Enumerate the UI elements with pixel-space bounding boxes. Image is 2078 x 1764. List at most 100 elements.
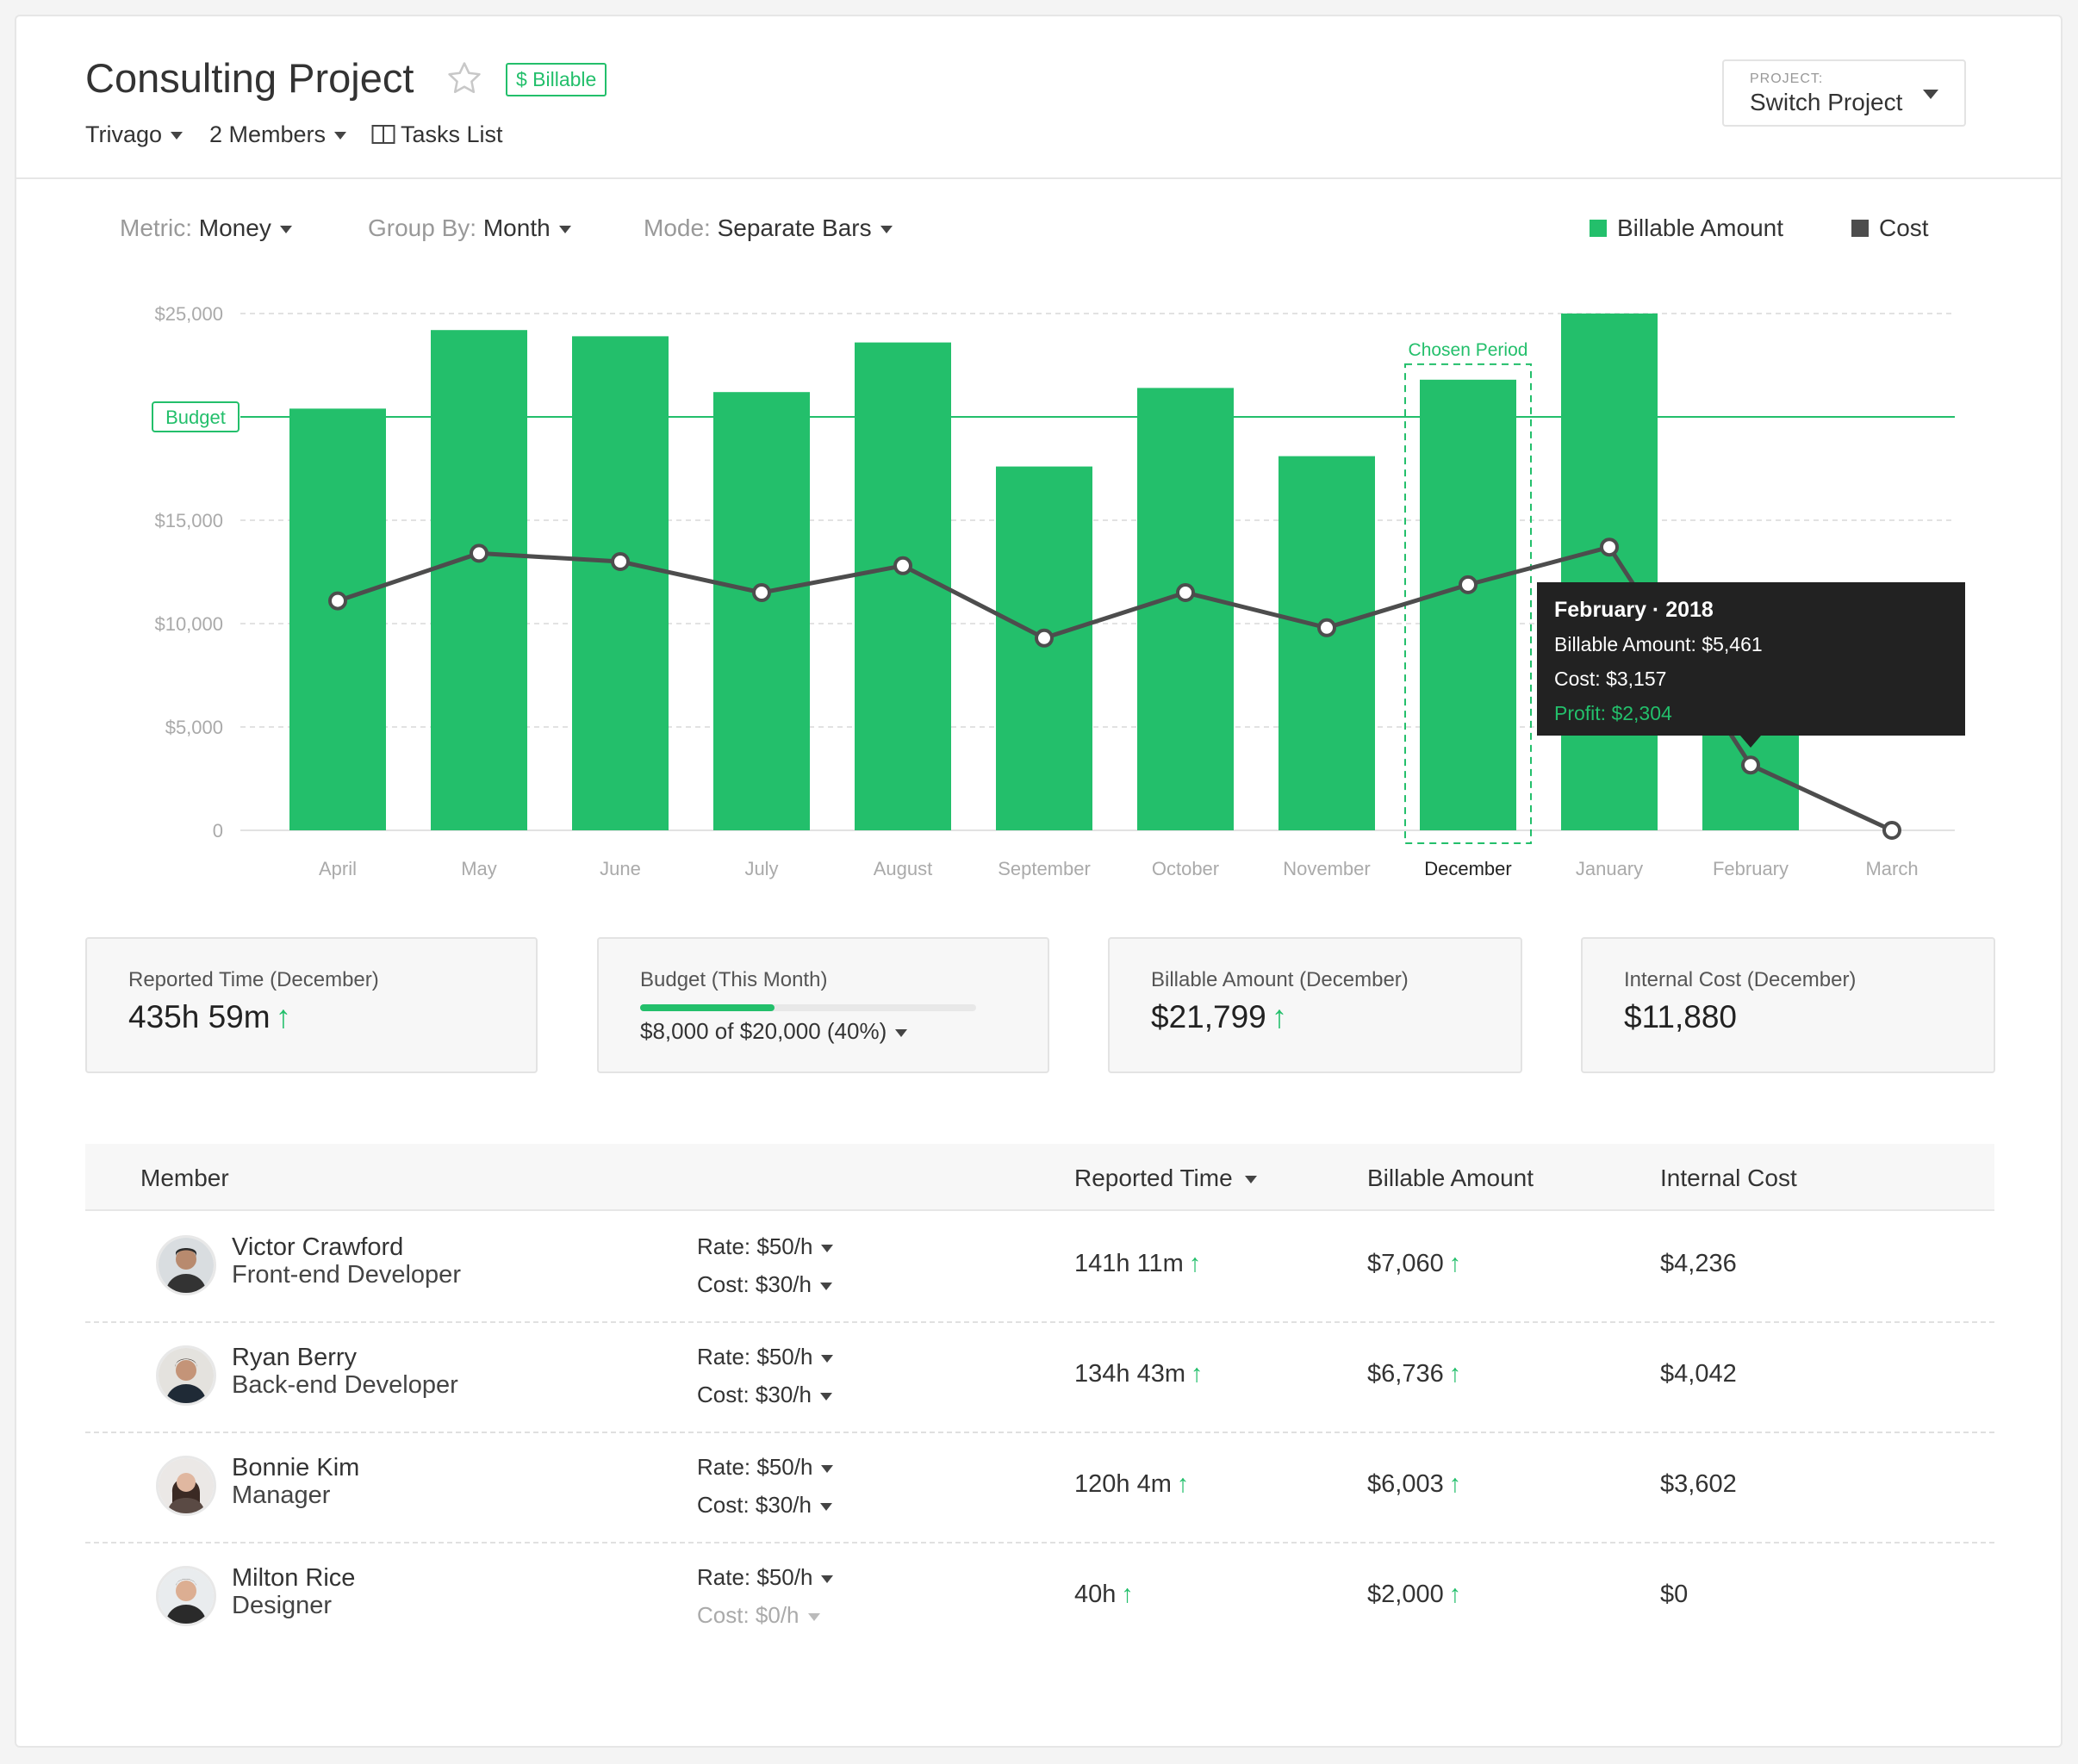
- arrow-up-icon: ↑: [1448, 1581, 1462, 1608]
- billable-badge: $ Billable: [506, 63, 607, 96]
- stat-label: Billable Amount (December): [1151, 968, 1409, 991]
- project-switcher-caption: PROJECT:: [1750, 71, 1824, 86]
- avatar: [156, 1566, 216, 1626]
- project-switcher[interactable]: PROJECT: Switch Project: [1722, 59, 1966, 127]
- money-chart: $25,000 $15,000 $10,000 $5,000 0 Budget Chos…: [152, 303, 1965, 879]
- legend-billable-label: Billable Amount: [1617, 214, 1784, 241]
- cost-label: Cost: $30/h: [697, 1382, 812, 1407]
- bar-billable: [1561, 314, 1658, 830]
- bar-billable: [1279, 456, 1375, 830]
- tooltip-pointer: [1740, 736, 1761, 748]
- x-tick-label: February: [1713, 858, 1789, 879]
- group-by-dropdown[interactable]: Group By: Month: [368, 214, 571, 242]
- stat-card-reported-time: Reported Time (December) 435h 59m ↑: [85, 937, 538, 1073]
- cost-point: [1035, 628, 1054, 648]
- cost-point: [611, 552, 630, 571]
- budget-label: Budget: [165, 407, 226, 428]
- x-tick-label: October: [1152, 858, 1219, 879]
- chevron-down-icon: [558, 226, 571, 234]
- cost-dropdown[interactable]: Cost: $30/h: [697, 1492, 832, 1519]
- reported-time-value: 435h 59m: [128, 999, 271, 1034]
- arrow-up-icon: ↑: [275, 999, 292, 1034]
- column-reported-time[interactable]: Reported Time: [1074, 1165, 1257, 1192]
- tooltip-title: February · 2018: [1554, 598, 1714, 622]
- rate-label: Rate: $50/h: [697, 1344, 813, 1370]
- member-name: Milton Rice: [232, 1564, 356, 1592]
- star-icon[interactable]: [445, 59, 483, 97]
- cost-label: Cost: $30/h: [697, 1492, 812, 1518]
- bar-billable: [713, 392, 810, 830]
- mode-dropdown[interactable]: Mode: Separate Bars: [644, 214, 893, 242]
- bar-billable: [1137, 388, 1234, 830]
- cost-dropdown[interactable]: Cost: $0/h: [697, 1602, 820, 1629]
- member-role: Designer: [232, 1592, 333, 1619]
- table-row: Ryan Berry Back-end Developer Rate: $50/…: [85, 1323, 1994, 1433]
- stat-card-budget[interactable]: Budget (This Month) $8,000 of $20,000 (4…: [597, 937, 1049, 1073]
- rate-label: Rate: $50/h: [697, 1454, 813, 1480]
- arrow-up-icon: ↑: [1121, 1581, 1134, 1608]
- members-label: 2 Members: [209, 121, 327, 147]
- cost-point: [1600, 537, 1619, 557]
- reported-time-cell: 40h ↑: [1074, 1581, 1134, 1609]
- columns-icon: [371, 125, 395, 144]
- chevron-down-icon: [171, 132, 184, 140]
- arrow-up-icon: ↑: [1448, 1250, 1462, 1277]
- reported-time-cell: 141h 11m ↑: [1074, 1250, 1201, 1278]
- billable-value: $6,003: [1367, 1470, 1444, 1498]
- column-billable-amount: Billable Amount: [1367, 1165, 1534, 1191]
- column-internal-cost: Internal Cost: [1660, 1165, 1797, 1191]
- cost-point: [1882, 821, 1901, 840]
- y-tick-label: $10,000: [154, 613, 223, 635]
- internal-cost-cell: $4,042: [1660, 1360, 1737, 1388]
- arrow-up-icon: ↑: [1448, 1470, 1462, 1498]
- internal-cost-value: $11,880: [1624, 999, 1737, 1034]
- chevron-down-icon: [807, 1612, 820, 1621]
- chevron-down-icon: [880, 226, 893, 234]
- budget-of: of: [714, 1018, 734, 1044]
- mode-value: Separate Bars: [717, 214, 872, 241]
- metric-dropdown[interactable]: Metric: Money: [120, 214, 292, 242]
- avatar: [156, 1235, 216, 1295]
- reported-time-value: 134h 43m: [1074, 1360, 1185, 1388]
- rate-dropdown[interactable]: Rate: $50/h: [697, 1564, 834, 1591]
- x-tick-label: June: [600, 858, 641, 879]
- members-dropdown[interactable]: 2 Members: [209, 121, 347, 148]
- client-dropdown[interactable]: Trivago: [85, 121, 184, 148]
- tasks-list-link[interactable]: Tasks List: [371, 121, 503, 148]
- budget-tag: [152, 401, 240, 432]
- arrow-up-icon: ↑: [1448, 1360, 1462, 1388]
- internal-cost-cell: $4,236: [1660, 1250, 1737, 1277]
- member-role: Front-end Developer: [232, 1261, 461, 1289]
- bar-billable: [431, 330, 527, 830]
- budget-used: $8,000: [640, 1018, 709, 1044]
- arrow-up-icon: ↑: [1271, 999, 1288, 1034]
- bar-billable: [289, 408, 386, 830]
- metric-label: Metric:: [120, 214, 192, 241]
- mode-label: Mode:: [644, 214, 711, 241]
- table-row: Victor Crawford Front-end Developer Rate…: [85, 1213, 1994, 1323]
- billable-cell: $6,736 ↑: [1367, 1360, 1461, 1388]
- client-label: Trivago: [85, 121, 163, 147]
- chevron-down-icon: [821, 1244, 834, 1252]
- bar-billable: [572, 336, 669, 830]
- x-tick-label: May: [461, 858, 497, 879]
- chevron-down-icon[interactable]: [895, 1028, 908, 1037]
- x-tick-label: July: [744, 858, 778, 879]
- y-tick-label: $25,000: [154, 303, 223, 325]
- chevron-down-icon: [819, 1282, 832, 1290]
- cost-dropdown[interactable]: Cost: $30/h: [697, 1382, 832, 1408]
- cost-dropdown[interactable]: Cost: $30/h: [697, 1271, 832, 1298]
- cost-point: [1176, 583, 1195, 602]
- legend-swatch-billable: [1590, 220, 1607, 237]
- member-name: Bonnie Kim: [232, 1454, 360, 1481]
- rate-dropdown[interactable]: Rate: $50/h: [697, 1344, 834, 1370]
- reported-time-cell: 134h 43m ↑: [1074, 1360, 1204, 1388]
- rate-label: Rate: $50/h: [697, 1233, 813, 1259]
- billable-value: $6,736: [1367, 1360, 1444, 1388]
- table-row: Milton Rice Designer Rate: $50/h Cost: $…: [85, 1544, 1994, 1654]
- cost-point: [752, 583, 771, 602]
- rate-dropdown[interactable]: Rate: $50/h: [697, 1454, 834, 1481]
- member-role: Back-end Developer: [232, 1371, 458, 1399]
- budget-progress-bar: [640, 1004, 976, 1011]
- rate-dropdown[interactable]: Rate: $50/h: [697, 1233, 834, 1260]
